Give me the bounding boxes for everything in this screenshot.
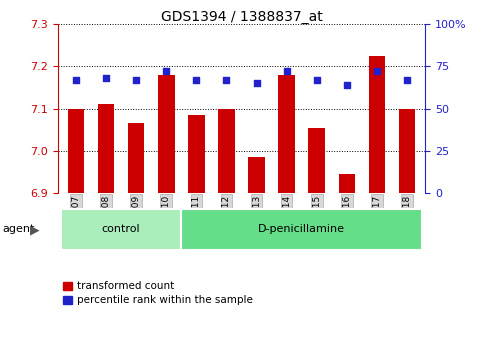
Point [223,77,230,83]
Bar [278,75,295,193]
Text: GSM61807: GSM61807 [71,195,81,244]
Bar [339,174,355,193]
Text: GSM61816: GSM61816 [342,195,351,244]
Bar [369,56,385,193]
Point [403,77,411,83]
Text: agent: agent [2,225,35,234]
Bar [68,109,85,193]
Text: GSM61818: GSM61818 [402,195,412,244]
Text: D-penicillamine: D-penicillamine [258,224,345,234]
Bar [218,109,235,193]
Point [283,69,290,74]
Legend: transformed count, percentile rank within the sample: transformed count, percentile rank withi… [63,281,253,305]
Bar [98,105,114,193]
Point [313,77,321,83]
Point [72,77,80,83]
Text: GSM61808: GSM61808 [101,195,111,244]
Text: GSM61811: GSM61811 [192,195,201,244]
Text: GSM61815: GSM61815 [312,195,321,244]
Text: GSM61814: GSM61814 [282,195,291,244]
Bar [248,157,265,193]
Bar [398,109,415,193]
Text: control: control [102,224,141,234]
Text: GSM61813: GSM61813 [252,195,261,244]
FancyBboxPatch shape [61,209,181,250]
Text: ▶: ▶ [30,223,40,236]
Point [162,69,170,74]
Text: GDS1394 / 1388837_at: GDS1394 / 1388837_at [161,10,322,24]
Point [132,77,140,83]
Text: GSM61809: GSM61809 [132,195,141,244]
Bar [309,128,325,193]
Point [193,77,200,83]
Point [343,82,351,88]
Text: GSM61817: GSM61817 [372,195,382,244]
Point [102,76,110,81]
Point [253,80,260,86]
Text: GSM61810: GSM61810 [162,195,171,244]
Bar [188,115,205,193]
Bar [128,124,144,193]
Bar [158,75,174,193]
FancyBboxPatch shape [181,209,422,250]
Point [373,69,381,74]
Text: GSM61812: GSM61812 [222,195,231,244]
